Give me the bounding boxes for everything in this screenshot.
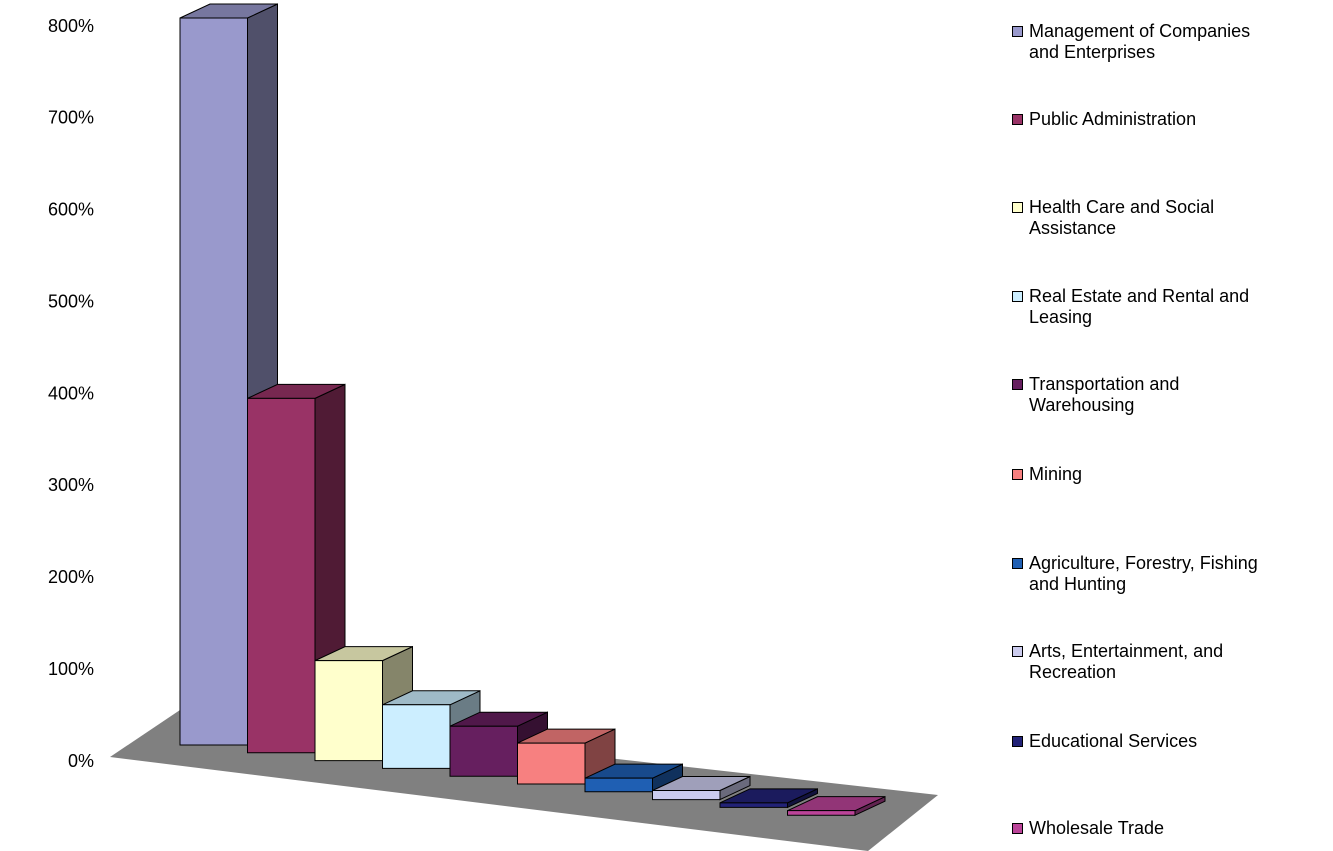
y-tick-label: 100% (48, 659, 94, 679)
bar-front-face (247, 397, 316, 754)
bars-group (179, 3, 886, 816)
legend-label: Transportation and Warehousing (1029, 374, 1180, 415)
legend-swatch (1012, 26, 1023, 37)
y-tick-label: 500% (48, 291, 94, 311)
legend-label: Agriculture, Forestry, Fishing and Hunti… (1029, 553, 1258, 594)
y-tick-label: 800% (48, 16, 94, 36)
legend-item: Agriculture, Forestry, Fishing and Hunti… (1012, 553, 1332, 595)
legend-swatch (1012, 379, 1023, 390)
legend-swatch (1012, 646, 1023, 657)
legend-item: Real Estate and Rental and Leasing (1012, 286, 1332, 328)
legend-swatch (1012, 736, 1023, 747)
legend-swatch (1012, 202, 1023, 213)
legend-item: Management of Companies and Enterprises (1012, 21, 1332, 63)
legend-swatch (1012, 823, 1023, 834)
y-axis: 0% 100% 200% 300% 400% 500% 600% 700% 800% (48, 16, 94, 771)
y-tick-label: 700% (48, 108, 94, 128)
legend-item: Arts, Entertainment, and Recreation (1012, 641, 1332, 683)
legend-label: Management of Companies and Enterprises (1029, 21, 1251, 62)
legend-label: Mining (1029, 464, 1083, 484)
bar-front-face (719, 802, 788, 808)
legend: Management of Companies and Enterprises P… (1012, 0, 1332, 851)
y-tick-label: 0% (68, 751, 94, 771)
y-tick-label: 600% (48, 200, 94, 220)
bar-front-face (449, 725, 518, 777)
legend-label: Health Care and Social Assistance (1029, 197, 1215, 238)
bar-front-face (314, 660, 383, 762)
legend-item: Transportation and Warehousing (1012, 374, 1332, 416)
legend-label: Educational Services (1029, 731, 1198, 751)
legend-swatch (1012, 469, 1023, 480)
bar-front-face (787, 810, 856, 816)
bar-front-face (382, 704, 451, 769)
legend-item: Public Administration (1012, 109, 1332, 130)
bar (787, 795, 886, 816)
legend-swatch (1012, 558, 1023, 569)
bar (652, 775, 751, 801)
bar (517, 728, 616, 785)
legend-item: Mining (1012, 464, 1332, 485)
legend-item: Educational Services (1012, 731, 1332, 752)
y-tick-label: 200% (48, 567, 94, 587)
bar-chart-3d: 0% 100% 200% 300% 400% 500% 600% 700% 800% (48, 3, 938, 851)
legend-label: Wholesale Trade (1029, 818, 1165, 838)
bar (719, 788, 818, 809)
legend-label: Real Estate and Rental and Leasing (1029, 286, 1250, 327)
legend-swatch (1012, 114, 1023, 125)
bar-front-face (179, 17, 248, 746)
legend-item: Health Care and Social Assistance (1012, 197, 1332, 239)
legend-label: Public Administration (1029, 109, 1197, 129)
legend-swatch (1012, 291, 1023, 302)
legend-item: Wholesale Trade (1012, 818, 1332, 839)
bar (584, 763, 683, 793)
legend-label: Arts, Entertainment, and Recreation (1029, 641, 1224, 682)
bar-front-face (652, 790, 721, 801)
y-tick-label: 400% (48, 383, 94, 403)
bar (449, 711, 548, 777)
y-tick-label: 300% (48, 475, 94, 495)
bar-front-face (517, 742, 586, 785)
bar-front-face (584, 777, 653, 793)
